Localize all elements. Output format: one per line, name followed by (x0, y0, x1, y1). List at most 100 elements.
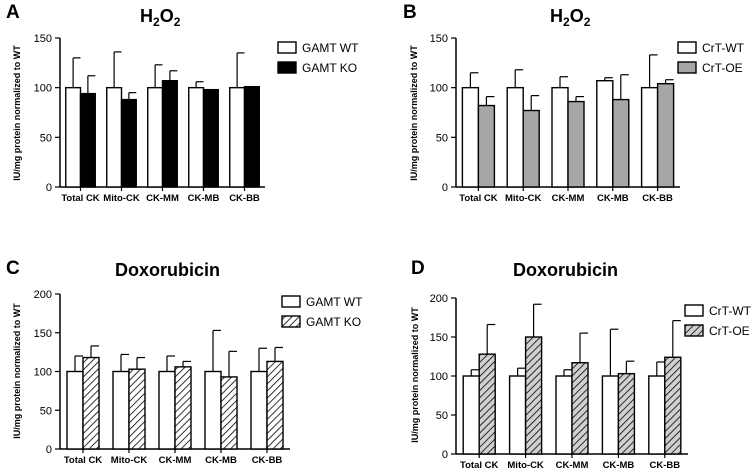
bar (522, 109, 540, 188)
legend-label: CrT-OE (709, 324, 750, 338)
y-tick-label: 50 (436, 410, 448, 422)
y-tick-label: 0 (442, 449, 448, 461)
legend-label: GAMT KO (302, 61, 357, 75)
legend-label: GAMT WT (302, 41, 359, 55)
x-tick-label: Total CK (460, 460, 498, 468)
axes: 0 50 100 150 Total CK Mito-CK CK-MM CK-MB CK-BB (430, 33, 680, 204)
bar (65, 86, 82, 188)
bar (640, 86, 659, 188)
bar (506, 86, 524, 188)
bar (567, 100, 585, 188)
y-tick-label: 0 (442, 182, 448, 194)
bar (617, 372, 636, 455)
bar (147, 86, 164, 188)
legend-swatch (677, 61, 697, 74)
y-tick-label: 0 (46, 182, 52, 194)
legend-swatch (684, 304, 704, 317)
y-tick-label: 150 (430, 332, 448, 344)
bar (79, 92, 96, 188)
legend-label: CrT-OE (702, 61, 743, 75)
x-tick-label: CK-MM (146, 193, 179, 204)
y-axis-label: IU/mg protein normalized to WT (409, 45, 419, 181)
bar (551, 86, 569, 188)
bars (65, 51, 260, 188)
y-tick-label: 100 (34, 367, 52, 379)
y-tick-label: 150 (34, 33, 52, 45)
bar (106, 86, 123, 188)
chart-title: H2O2 (550, 6, 591, 29)
legend-swatch (677, 41, 697, 54)
panel-label: C (6, 258, 20, 279)
bar (120, 98, 137, 188)
legend: GAMT WT GAMT KO (277, 41, 359, 75)
panel-a: A H2O2 IU/mg protein normalized to WT 0 5… (6, 2, 359, 204)
bars (66, 329, 284, 450)
bar (243, 85, 260, 188)
bar (66, 370, 84, 450)
legend: GAMT WT GAMT KO (281, 295, 363, 329)
x-tick-label: CK-BB (642, 193, 673, 204)
panel-c: C Doxorubicin IU/mg protein normalized t… (6, 258, 363, 466)
y-axis-label: IU/mg protein normalized to WT (12, 45, 22, 181)
bars (461, 54, 675, 188)
bar (601, 375, 620, 455)
chart-title: H2O2 (140, 6, 181, 29)
panel-label: A (6, 2, 20, 23)
y-tick-label: 100 (430, 371, 448, 383)
bar (112, 370, 130, 450)
x-tick-label: CK-BB (229, 193, 260, 204)
x-tick-label: Mito-CK (111, 455, 148, 466)
panel-d: D Doxorubicin IU/mg protein normalized t… (410, 258, 752, 468)
y-tick-label: 200 (430, 293, 448, 305)
bar (188, 86, 205, 188)
x-tick-label: CK-BB (649, 460, 680, 468)
y-axis-label: IU/mg protein normalized to WT (410, 307, 420, 443)
bar (555, 375, 573, 455)
y-tick-label: 150 (34, 328, 52, 340)
x-tick-label: Total CK (64, 455, 102, 466)
legend-swatch (281, 315, 301, 328)
legend-label: GAMT KO (306, 315, 361, 329)
chart-title: Doxorubicin (115, 260, 220, 280)
axes: 0 50 100 150 200 Total CK Mito-CK CK-MM CK-MB CK-… (430, 293, 688, 468)
y-tick-label: 100 (430, 83, 448, 95)
legend-label: CrT-WT (709, 304, 752, 318)
x-tick-label: Total CK (459, 193, 497, 204)
y-tick-label: 100 (34, 83, 52, 95)
x-tick-label: CK-MM (552, 193, 585, 204)
bar (571, 362, 589, 455)
bar (158, 370, 176, 450)
bar (82, 356, 100, 450)
bar (508, 375, 527, 455)
bar (477, 104, 496, 188)
y-tick-label: 200 (34, 289, 52, 301)
x-tick-label: CK-MB (603, 460, 635, 468)
x-tick-label: Total CK (61, 193, 99, 204)
legend-label: GAMT WT (306, 295, 363, 309)
y-tick-label: 50 (40, 132, 52, 144)
legend-swatch (281, 295, 301, 308)
bar (220, 376, 238, 450)
y-tick-label: 0 (46, 444, 52, 456)
bar (596, 80, 614, 188)
bar (524, 336, 543, 455)
bar (461, 86, 480, 188)
y-tick-label: 50 (436, 132, 448, 144)
x-tick-label: CK-MM (159, 455, 192, 466)
panel-label: B (403, 2, 417, 23)
x-tick-label: CK-MM (556, 460, 589, 468)
panel-label: D (411, 258, 425, 279)
bars (462, 303, 682, 455)
legend-swatch (277, 61, 297, 74)
bar (478, 353, 496, 455)
bar (250, 370, 268, 450)
bar (202, 88, 219, 188)
legend-label: CrT-WT (702, 41, 745, 55)
bar (229, 86, 246, 188)
bar (612, 98, 630, 188)
y-tick-label: 50 (40, 405, 52, 417)
x-tick-label: CK-MB (205, 455, 237, 466)
bar (174, 366, 192, 450)
x-tick-label: Mito-CK (505, 193, 542, 204)
legend: CrT-WT CrT-OE (677, 41, 745, 75)
